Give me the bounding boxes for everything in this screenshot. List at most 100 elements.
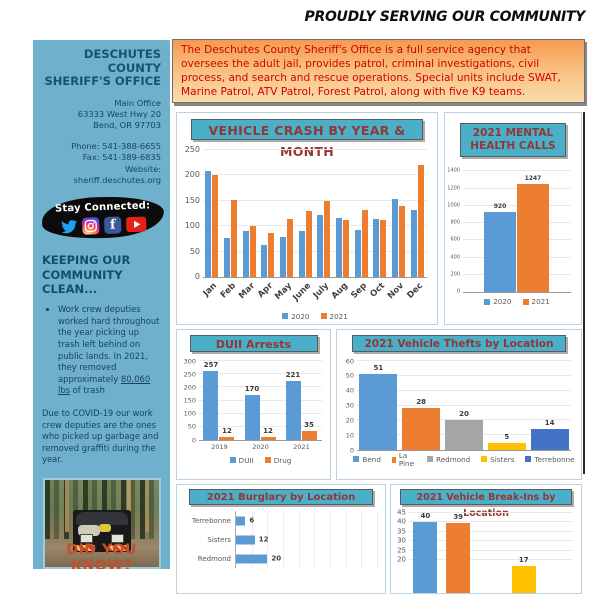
axis-tick-label: 60 (345, 356, 354, 365)
axis-tick-label: 800 (450, 219, 460, 226)
gridline (345, 511, 347, 530)
work-crew-trailer-photo (42, 478, 161, 569)
trash-bags (77, 524, 100, 536)
stay-connected-label: Stay Connected: (54, 199, 151, 215)
gridline (199, 425, 322, 427)
address-line: Main Office (114, 97, 161, 108)
chart-plot: 0 200 400 600 800 1000 1200 1400 920 1247 (447, 168, 571, 294)
chart-title: 2021 Vehicle Break-Ins by Location (400, 489, 572, 519)
chart-burglary: Terrebonne 6 Sisters 12 Redmond 20 (177, 507, 385, 568)
clean-text-post: of trash (70, 385, 105, 396)
address-line: 63333 West Hwy 20 (77, 108, 161, 119)
category-label: Apr (256, 281, 276, 300)
bar-zone: 12 (235, 530, 378, 549)
website-line[interactable]: Website: sheriff.deschutes.org (73, 163, 161, 185)
bar (487, 442, 526, 450)
data-label: 39 (453, 513, 464, 522)
bar (236, 554, 268, 563)
gridline (203, 149, 427, 150)
bar (392, 199, 398, 277)
chart-vehicle-crash: 0 50 100 150 200 250 Jan Feb Mar Apr May June July Au… (177, 144, 437, 323)
category-label: Jan (201, 281, 220, 299)
legend-swatch (353, 456, 360, 463)
chart-title: 2021 Vehicle Thefts by Location (352, 335, 566, 352)
org-name-line2: SHERIFF'S OFFICE (44, 74, 161, 89)
axis-tick-label: 20 (345, 416, 354, 425)
axis-tick-label: 50 (187, 422, 196, 431)
address-line: Bend, OR 97703 (93, 120, 161, 131)
gridline (314, 511, 316, 530)
bar (324, 201, 331, 277)
chart-title: 2021 Burglary by Location (189, 489, 373, 505)
tree-trunk (65, 480, 70, 533)
legend-item: La Pine (391, 452, 416, 467)
gridline (298, 511, 300, 530)
gridline (283, 511, 284, 530)
page-tagline: PROUDLY SERVING OUR COMMUNITY (304, 9, 586, 25)
bar (261, 245, 268, 277)
bar (359, 373, 398, 450)
chart-panel-vehicle-crash: VEHICLE CRASH BY YEAR & MONTH 0 50 100 150 2… (176, 112, 438, 325)
axis-tick-label: 200 (450, 271, 460, 278)
legend-item: Sisters (481, 456, 514, 463)
axis-tick-label: 50 (189, 246, 200, 256)
instagram-icon[interactable] (81, 216, 100, 235)
axis-tick-label: 30 (397, 536, 406, 545)
chart-plot: 0 50 100 150 200 250 300 257 170 221 12 12 35 (184, 358, 322, 443)
trash-trailer (72, 509, 131, 552)
bar (287, 219, 293, 277)
chart-title: DUII Arrests (189, 335, 318, 352)
category-label: July (311, 281, 332, 301)
bar (402, 408, 441, 450)
gridline (357, 389, 571, 391)
data-label: 12 (222, 426, 232, 435)
gridline (283, 549, 284, 568)
bar (205, 171, 212, 277)
tree-trunk (126, 480, 131, 533)
chart-legend: 2020 2021 (203, 310, 427, 323)
gridline (314, 549, 316, 568)
category-label: June (290, 281, 313, 303)
bar (212, 174, 219, 277)
data-label: 1247 (524, 174, 542, 182)
bar (361, 209, 368, 277)
gridline (357, 404, 571, 406)
axis-tick-label: 25 (397, 546, 406, 555)
gridline (251, 511, 253, 530)
legend-label: 2021 (329, 311, 348, 321)
legend-label: 2020 (493, 297, 512, 307)
clean-bullet-item: Work crew deputies worked hard throughou… (58, 304, 161, 397)
facebook-icon[interactable]: f (103, 215, 122, 234)
category-label: Redmond (197, 554, 231, 563)
twitter-icon[interactable] (60, 217, 78, 235)
axis-tick-label: 1000 (447, 202, 460, 209)
gridline (267, 530, 269, 549)
bar (445, 420, 483, 450)
category-label: 2020 (252, 443, 269, 451)
bar (373, 219, 380, 277)
chart-panel-duii-arrests: DUII Arrests 0 50 100 150 200 250 300 257 170 221… (176, 329, 331, 480)
chart-plot: 0 10 20 30 40 50 60 51 28 20 5 14 (346, 358, 571, 453)
bar (305, 211, 312, 277)
bar (236, 516, 246, 525)
gridline (330, 549, 331, 568)
gridline (409, 559, 573, 561)
chart-legend: 2020 2021 (463, 295, 571, 308)
youtube-icon[interactable] (125, 216, 147, 232)
bar (417, 165, 424, 277)
gridline (357, 360, 571, 361)
gridline (267, 511, 269, 530)
license-plate (79, 533, 93, 543)
data-label: 12 (258, 535, 269, 543)
gridline (361, 530, 363, 549)
bar (484, 212, 516, 293)
axis-tick-label: 10 (345, 430, 354, 439)
legend-item: Bend (353, 456, 381, 463)
bar (244, 394, 260, 440)
axis-tick-label: 400 (450, 254, 460, 261)
panel-edge-shadow (583, 112, 585, 474)
axis-tick-label: 150 (183, 396, 196, 405)
trash-bags (98, 523, 111, 532)
data-label: 257 (203, 361, 219, 370)
chart-panel-vehicle-break-ins: 2021 Vehicle Break-Ins by Location 20 25 3… (390, 484, 582, 594)
